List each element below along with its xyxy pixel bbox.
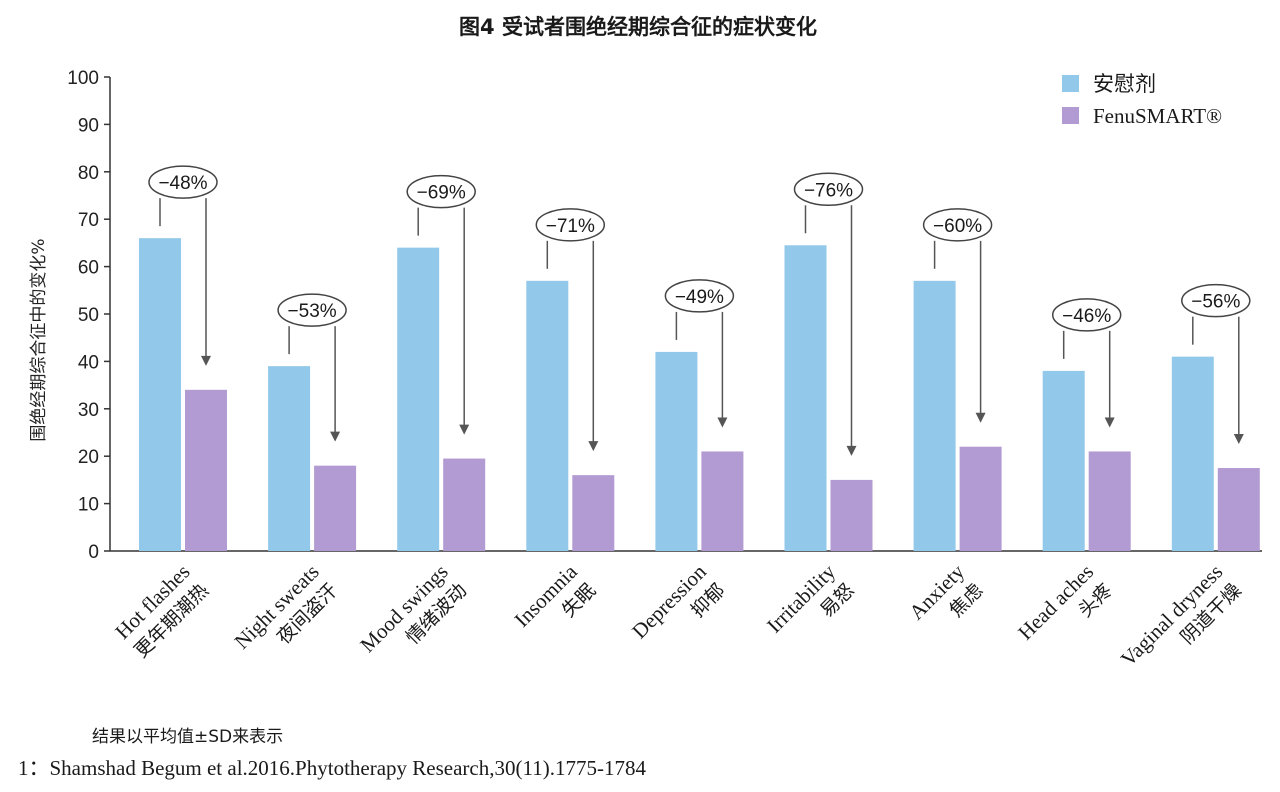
legend-label: FenuSMART® xyxy=(1093,104,1222,128)
footnote: 结果以平均值±SD来表示 xyxy=(92,727,284,747)
bar-fenusmart xyxy=(701,451,744,551)
bar-fenusmart xyxy=(314,465,357,551)
annotation-bubble xyxy=(406,174,476,209)
annotation-arrowhead xyxy=(975,412,986,423)
annotation-arrowhead xyxy=(1233,434,1244,445)
annotation-arrowhead xyxy=(1104,417,1115,428)
bar-fenusmart xyxy=(830,479,873,551)
annotation-bubble xyxy=(1181,283,1251,318)
annotation-arrowhead xyxy=(459,424,470,435)
y-tick-label: 90 xyxy=(78,115,99,136)
y-tick-label: 30 xyxy=(78,400,99,421)
y-tick-label: 10 xyxy=(78,495,99,516)
annotation-label: −60% xyxy=(933,216,982,237)
bar-placebo xyxy=(655,351,698,551)
bar-placebo xyxy=(1042,370,1085,551)
annotation-bubble xyxy=(1051,298,1122,332)
bar-placebo xyxy=(913,280,956,551)
y-axis-label: 围绝经期综合征中的变化% xyxy=(29,238,49,441)
legend-swatch xyxy=(1062,107,1079,124)
annotation-bubble xyxy=(922,208,993,242)
y-tick-label: 40 xyxy=(78,352,99,373)
annotation-label: −56% xyxy=(1191,292,1240,313)
bar-placebo xyxy=(526,280,569,551)
bar-fenusmart xyxy=(1088,451,1131,551)
bar-placebo xyxy=(784,245,827,551)
bars xyxy=(139,238,1260,551)
y-tick-label: 0 xyxy=(88,542,99,563)
annotation-bubble xyxy=(277,293,347,327)
annotation-arrowhead xyxy=(717,417,728,428)
annotation-label: −71% xyxy=(546,216,595,237)
annotation-bubble xyxy=(793,172,864,207)
legend-label: 安慰剂 xyxy=(1093,72,1156,96)
annotation-label: −53% xyxy=(288,301,337,322)
bar-placebo xyxy=(139,238,181,551)
annotation-bubble xyxy=(148,165,218,199)
annotation-arrowhead xyxy=(330,431,341,442)
annotation-arrowhead xyxy=(846,445,857,456)
reduction-annotations: −48% −53% −69% −71% −49% −76% −60% −46% −56% xyxy=(148,165,1251,456)
bar-placebo xyxy=(1171,356,1214,551)
annotation-bubble xyxy=(535,208,606,242)
chart-title: 图4 受试者围绝经期综合征的症状变化 xyxy=(459,15,817,39)
y-tick-label: 70 xyxy=(78,210,99,231)
y-tick-label: 50 xyxy=(78,305,99,326)
annotation-label: −49% xyxy=(675,287,724,308)
y-tick-label: 80 xyxy=(78,163,99,184)
y-tick-label: 60 xyxy=(78,258,99,279)
bar-fenusmart xyxy=(1217,468,1260,551)
bar-placebo xyxy=(268,366,311,551)
y-tick-label: 20 xyxy=(78,447,99,468)
bar-fenusmart xyxy=(443,458,486,551)
annotation-arrowhead xyxy=(201,355,211,366)
annotation-label: −48% xyxy=(158,173,207,194)
legend: 安慰剂 FenuSMART® xyxy=(1062,72,1222,128)
annotation-arrowhead xyxy=(588,441,599,452)
annotation-label: −46% xyxy=(1062,306,1111,327)
annotation-label: −76% xyxy=(804,180,853,201)
y-ticks: 0 10 20 30 40 50 60 70 80 90 100 xyxy=(67,68,110,563)
bar-placebo xyxy=(397,247,440,551)
bar-fenusmart xyxy=(572,475,615,551)
annotation-bubble xyxy=(664,279,735,313)
bar-fenusmart xyxy=(185,389,227,551)
annotation-label: −69% xyxy=(417,183,466,204)
legend-swatch xyxy=(1062,75,1079,92)
y-tick-label: 100 xyxy=(67,68,99,89)
bar-fenusmart xyxy=(959,446,1002,551)
reference: 1：Shamshad Begum et al.2016.Phytotherapy… xyxy=(18,756,646,780)
